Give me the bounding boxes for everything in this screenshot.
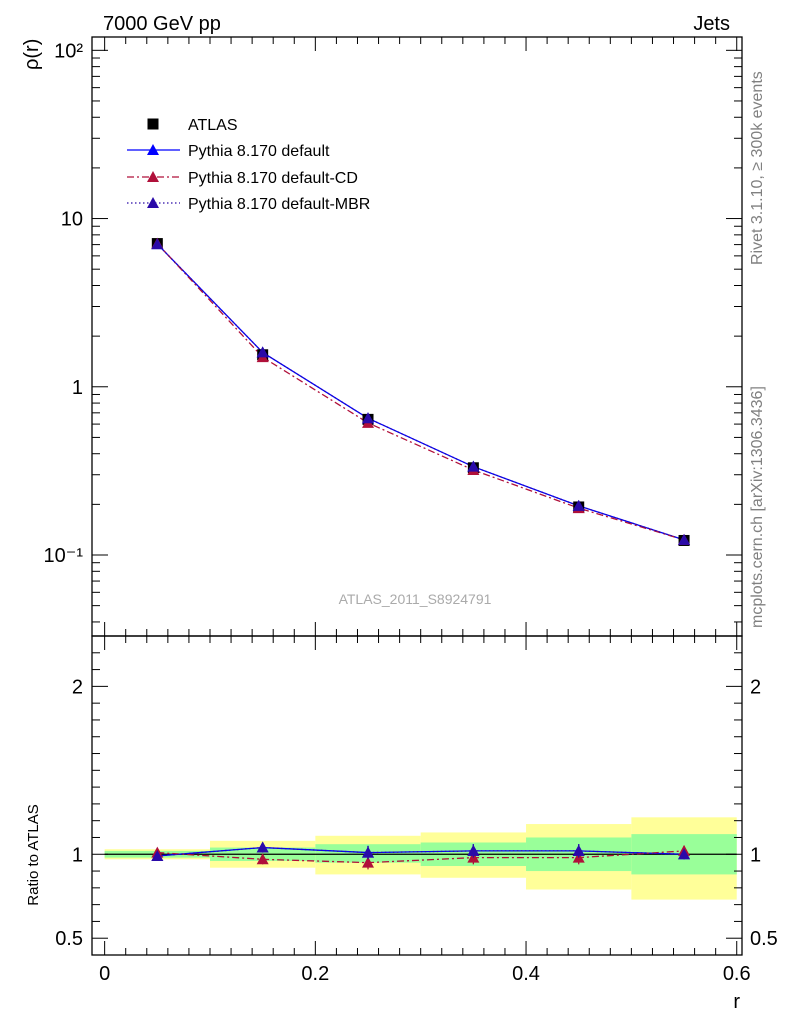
ratio-y-tick-label-right: 1 <box>750 844 761 866</box>
ratio-series <box>151 841 691 870</box>
ratio-y-tick-label: 2 <box>72 676 83 698</box>
left-title: 7000 GeV pp <box>103 13 221 35</box>
ratio-point-1 <box>256 853 269 865</box>
legend-entry: ATLAS <box>188 117 238 134</box>
right-title: Jets <box>693 13 730 35</box>
pythia-point-3 <box>256 346 269 358</box>
ratio-y-tick-label: 1 <box>72 844 83 866</box>
ratio-point-2 <box>572 844 585 856</box>
pythia-point-3 <box>467 460 480 472</box>
x-tick-label: 0.4 <box>512 963 540 985</box>
ratio-y-tick-label-right: 2 <box>750 676 761 698</box>
main-line-1 <box>156 243 685 541</box>
legend-entry: Pythia 8.170 default-CD <box>188 170 358 187</box>
legend: ATLAS Pythia 8.170 default Pythia 8.170 de… <box>127 117 370 213</box>
x-tick-label: 0.2 <box>301 963 329 985</box>
ratio-point-2 <box>151 849 164 861</box>
pythia-point-3 <box>678 533 691 545</box>
main-line-2 <box>156 243 685 541</box>
ratio-point-2 <box>678 848 691 860</box>
legend-entry: Pythia 8.170 default <box>188 143 330 160</box>
ratio-point-2 <box>362 846 375 858</box>
x-tick-label: 0.6 <box>723 963 751 985</box>
legend-marker-1 <box>147 144 159 155</box>
legend-marker-3 <box>147 197 159 208</box>
watermark: ATLAS_2011_S8924791 <box>339 591 492 607</box>
ratio-line-1 <box>157 850 685 864</box>
main-series <box>151 237 691 546</box>
ratio-point-1 <box>362 856 375 868</box>
ratio-y-axis-label: Ratio to ATLAS <box>25 804 42 905</box>
x-tick-label: 0 <box>99 963 110 985</box>
main-y-tick-label: 1 <box>72 377 83 399</box>
main-line-3 <box>156 243 685 541</box>
pythia-point-3 <box>572 499 585 511</box>
axes: 0 0.2 0.4 0.6 10⁻¹ 1 10 10² 0.5 0.5 1 1 2 2 <box>44 36 778 985</box>
side-text-mcplots: mcplots.cern.ch [arXiv:1306.3436] <box>749 386 766 628</box>
ratio-line-2 <box>157 846 685 857</box>
legend-marker-2 <box>147 171 159 182</box>
ratio-point-2 <box>256 841 269 853</box>
ratio-point-2 <box>467 844 480 856</box>
ratio-bands <box>104 817 737 900</box>
main-y-tick-label: 10² <box>54 40 83 62</box>
main-y-tick-label: 10 <box>61 209 83 231</box>
ratio-frame <box>91 635 743 956</box>
ratio-y-tick-label: 0.5 <box>55 928 83 950</box>
pythia-point-3 <box>151 238 164 250</box>
legend-marker-atlas <box>147 118 159 130</box>
legend-entry: Pythia 8.170 default-MBR <box>188 196 370 213</box>
pythia-point-3 <box>362 412 375 424</box>
ratio-y-tick-label-right: 0.5 <box>750 928 778 950</box>
main-y-tick-label: 10⁻¹ <box>44 545 84 567</box>
x-axis-label: r <box>733 991 740 1013</box>
side-text-rivet: Rivet 3.1.10, ≥ 300k events <box>749 71 766 265</box>
main-y-axis-label: ρ(r) <box>21 39 43 70</box>
